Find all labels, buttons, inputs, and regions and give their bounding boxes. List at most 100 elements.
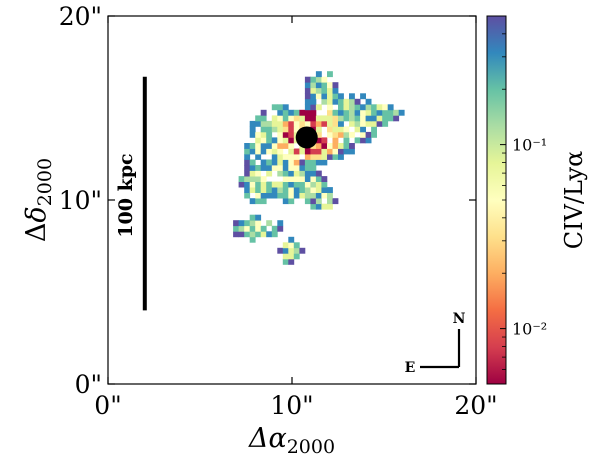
map-pixel [332, 198, 339, 205]
map-pixel [304, 159, 311, 166]
map-pixel [310, 165, 317, 171]
map-pixel [327, 93, 333, 100]
map-pixel [321, 148, 328, 155]
map-pixel [288, 236, 295, 243]
map-pixel [249, 231, 256, 238]
map-pixel [277, 115, 284, 122]
map-pixel [249, 225, 256, 232]
map-pixel [277, 247, 284, 254]
map-pixel [382, 120, 389, 127]
map-pixel [315, 93, 322, 100]
map-pixel [354, 126, 361, 133]
map-pixel [349, 109, 355, 116]
map-pixel [255, 181, 262, 188]
map-pixel [244, 143, 251, 149]
map-pixel [277, 220, 284, 227]
map-pixel [327, 120, 333, 127]
map-pixel [299, 176, 306, 182]
map-pixel [266, 181, 273, 188]
colorbar-axis: 10⁻² 10⁻¹ [500, 15, 547, 385]
map-pixel [271, 231, 278, 238]
map-pixel [277, 154, 284, 160]
y-tick-label: 20" [59, 2, 102, 31]
scale-bar: 100 kpc [115, 76, 147, 311]
map-pixel [249, 120, 256, 127]
map-pixel [321, 181, 328, 188]
map-pixel [327, 198, 333, 205]
map-pixel [315, 87, 322, 94]
map-pixel [233, 231, 239, 238]
map-pixel [338, 143, 344, 149]
map-pixel [327, 131, 333, 138]
map-pixel [260, 231, 267, 238]
map-pixel [255, 220, 262, 227]
map-pixel [255, 137, 262, 144]
map-pixel [315, 176, 322, 182]
map-pixel [304, 98, 311, 105]
map-pixel [365, 137, 372, 144]
map-pixel [332, 131, 339, 138]
map-pixel [299, 165, 306, 171]
map-pixel [310, 109, 317, 116]
compass: N E [405, 311, 466, 376]
map-pixel [293, 242, 300, 249]
map-pixel [293, 170, 300, 177]
map-pixel [260, 225, 267, 232]
map-pixel [282, 258, 289, 265]
map-pixel [282, 247, 289, 254]
map-pixel [271, 154, 278, 160]
map-pixel [315, 115, 322, 122]
map-pixel [299, 120, 306, 127]
map-pixel [244, 170, 251, 177]
map-pixel [310, 170, 317, 177]
map-pixel [288, 176, 295, 182]
map-pixel [249, 170, 256, 177]
map-pixel [255, 165, 262, 171]
map-pixel [338, 126, 344, 133]
map-pixel [376, 104, 383, 111]
map-pixel [271, 165, 278, 171]
map-pixel [315, 159, 322, 166]
map-pixel [244, 187, 251, 193]
map-pixel [310, 187, 317, 193]
map-pixel [376, 120, 383, 127]
map-pixel [360, 104, 366, 111]
map-pixel [354, 98, 361, 105]
map-pixel [282, 181, 289, 188]
map-pixel [266, 187, 273, 193]
scale-bar-label: 100 kpc [115, 153, 137, 237]
compass-north-label: N [453, 311, 466, 327]
map-pixel [249, 236, 256, 243]
map-pixel [271, 225, 278, 232]
map-pixel [266, 143, 273, 149]
map-pixel [271, 187, 278, 193]
map-pixel [304, 120, 311, 127]
map-pixel [365, 120, 372, 127]
map-pixel [244, 231, 251, 238]
map-pixel [249, 165, 256, 171]
map-pixel [249, 198, 256, 205]
map-pixel [321, 203, 328, 210]
map-pixel [371, 131, 377, 138]
map-pixel [282, 143, 289, 149]
map-pixel [288, 192, 295, 199]
map-pixel [260, 115, 267, 122]
y-axis: 0" 10" 20" [59, 2, 476, 399]
source-marker [295, 126, 318, 149]
map-pixel [338, 115, 344, 122]
map-pixel [338, 154, 344, 160]
map-pixel [266, 126, 273, 133]
map-pixel [244, 192, 251, 199]
map-pixel [271, 137, 278, 144]
map-pixel [310, 98, 317, 105]
map-pixel [315, 203, 322, 210]
x-tick-label: 20" [454, 391, 497, 420]
map-pixel [304, 82, 311, 89]
map-pixel [304, 87, 311, 94]
map-pixel [271, 181, 278, 188]
map-pixel [244, 159, 251, 166]
map-pixel [321, 137, 328, 144]
map-pixel [315, 104, 322, 111]
map-pixel [304, 176, 311, 182]
map-pixel [332, 82, 339, 89]
